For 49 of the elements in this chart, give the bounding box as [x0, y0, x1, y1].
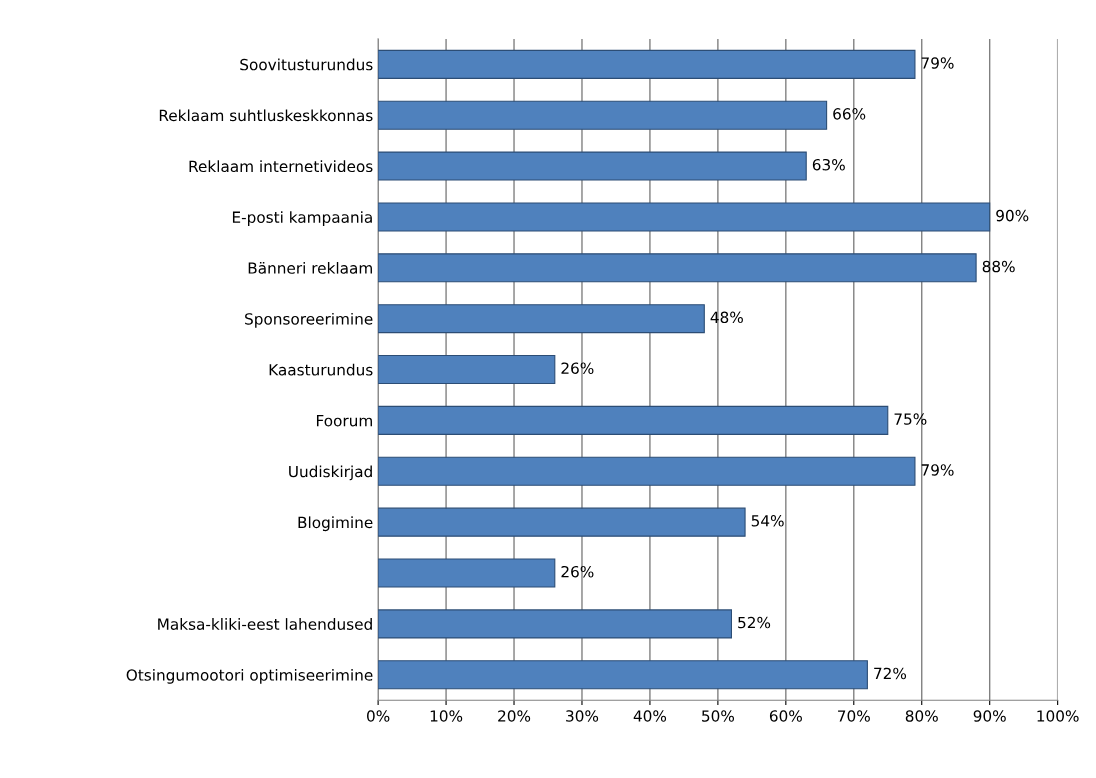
x-tick-label: 0%	[367, 710, 390, 722]
x-tick-label: 20%	[498, 710, 531, 722]
y-tick-label: Blogimine	[298, 516, 373, 532]
y-tick-label: Reklaam suhtluskeskkonnas	[159, 109, 373, 122]
y-tick-label: Sponsoreerimine	[245, 312, 373, 328]
data-label: 79%	[921, 57, 954, 69]
bar	[378, 253, 977, 283]
x-tick-label: 70%	[838, 710, 870, 722]
data-label: 75%	[894, 413, 927, 425]
y-tick-label: Maksa-kliki-eest lahendused	[158, 618, 372, 630]
data-label: 66%	[833, 108, 866, 120]
bar	[378, 558, 556, 588]
bar	[378, 405, 889, 435]
y-tick-label: Bänneri reklaam	[248, 262, 372, 274]
x-tick-label: 40%	[633, 710, 667, 722]
bar	[378, 49, 916, 79]
data-label: 88%	[982, 260, 1015, 273]
bar	[378, 151, 807, 181]
bar	[378, 355, 556, 385]
data-label: 26%	[561, 362, 594, 374]
data-label: 63%	[812, 158, 845, 171]
bar	[378, 456, 916, 486]
y-tick-label: Reklaam internetivideos	[189, 160, 373, 173]
bar	[378, 100, 828, 130]
data-label: 54%	[751, 515, 784, 527]
data-label: 48%	[710, 311, 743, 324]
bar	[378, 660, 868, 690]
bar	[378, 202, 991, 232]
data-label: 26%	[561, 565, 594, 578]
x-tick-label: 60%	[769, 710, 802, 722]
x-tick-label: 90%	[973, 710, 1006, 722]
data-label: 52%	[738, 616, 771, 629]
data-label: 79%	[921, 464, 954, 476]
y-tick-label: Kaasturundus	[269, 363, 373, 376]
x-tick-label: 30%	[566, 710, 599, 722]
x-tick-label: 10%	[430, 710, 463, 722]
data-label: 72%	[874, 667, 907, 680]
data-label: 90%	[996, 209, 1029, 222]
y-tick-label: Otsingumootori optimiseerimine	[126, 668, 373, 684]
x-tick-label: 100%	[1037, 710, 1079, 722]
bar	[378, 304, 705, 334]
y-tick-label: Uudiskirjad	[289, 465, 372, 481]
y-tick-label: Foorum	[316, 415, 372, 427]
bar	[378, 609, 733, 639]
x-tick-label: 50%	[702, 710, 735, 722]
y-tick-label: E-posti kampaania	[232, 211, 372, 226]
bar	[378, 507, 746, 537]
x-tick-label: 80%	[905, 710, 938, 722]
y-tick-label: Soovitusturundus	[240, 58, 373, 71]
